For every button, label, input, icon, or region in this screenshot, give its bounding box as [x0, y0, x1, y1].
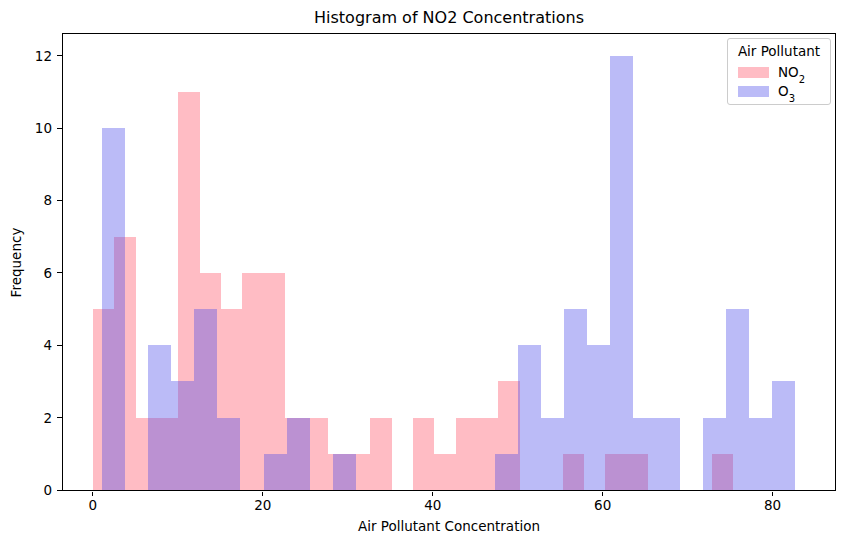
histogram-bar-o3	[217, 418, 240, 490]
chart-title: Histogram of NO2 Concentrations	[62, 7, 836, 29]
histogram-bar-o3	[541, 418, 564, 490]
y-tick-mark	[57, 128, 62, 129]
histogram-bar-no2	[434, 454, 455, 490]
x-tick-label: 60	[581, 497, 625, 513]
histogram-bar-no2	[370, 418, 391, 490]
histogram-bar-no2	[456, 418, 477, 490]
legend-entry-o3: O3	[738, 85, 830, 97]
histogram-bar-o3	[564, 309, 587, 490]
y-tick-label: 4	[18, 336, 52, 354]
x-tick-mark	[432, 492, 433, 496]
y-tick-label: 12	[18, 47, 52, 65]
histogram-bar-o3	[102, 128, 125, 490]
legend-title: Air Pollutant	[728, 43, 830, 59]
legend-label-no2: NO2	[778, 66, 805, 78]
y-tick-mark	[57, 417, 62, 418]
histogram-figure: Histogram of NO2 Concentrations Frequenc…	[0, 0, 841, 547]
histogram-bar-o3	[264, 454, 287, 490]
histogram-bar-o3	[518, 345, 541, 490]
y-tick-label: 8	[18, 191, 52, 209]
x-tick-label: 80	[751, 497, 795, 513]
histogram-bar-o3	[148, 345, 171, 490]
histogram-bar-o3	[287, 418, 310, 490]
y-tick-mark	[57, 200, 62, 201]
x-tick-label: 40	[411, 497, 455, 513]
x-tick-mark	[262, 492, 263, 496]
plot-area	[62, 33, 836, 491]
histogram-bar-o3	[633, 418, 656, 490]
histogram-bar-o3	[703, 418, 726, 490]
legend-entry-no2: NO2	[738, 66, 830, 78]
histogram-bar-o3	[772, 381, 795, 490]
x-tick-mark	[602, 492, 603, 496]
histogram-bar-o3	[171, 381, 194, 490]
histogram-bar-o3	[749, 418, 772, 490]
histogram-bar-o3	[610, 56, 633, 490]
histogram-bar-o3	[726, 309, 749, 490]
legend-swatch-o3	[738, 86, 769, 97]
y-tick-mark	[57, 272, 62, 273]
histogram-bar-o3	[194, 309, 217, 490]
x-tick-mark	[92, 492, 93, 496]
y-tick-label: 0	[18, 481, 52, 499]
legend: Air Pollutant NO2 O3	[727, 38, 831, 105]
x-tick-mark	[772, 492, 773, 496]
legend-label-o3: O3	[778, 85, 795, 97]
histogram-bar-o3	[587, 345, 610, 490]
histogram-bar-o3	[495, 454, 518, 490]
y-tick-mark	[57, 55, 62, 56]
legend-swatch-no2	[738, 67, 769, 78]
histogram-bar-o3	[656, 418, 679, 490]
y-tick-label: 10	[18, 119, 52, 137]
histogram-bar-o3	[333, 454, 356, 490]
histogram-bar-no2	[413, 418, 434, 490]
y-tick-mark	[57, 490, 62, 491]
y-tick-mark	[57, 345, 62, 346]
x-tick-label: 0	[71, 497, 115, 513]
histogram-bar-no2	[242, 273, 263, 490]
y-tick-label: 6	[18, 264, 52, 282]
y-tick-label: 2	[18, 409, 52, 427]
x-tick-label: 20	[241, 497, 285, 513]
x-axis-label: Air Pollutant Concentration	[62, 518, 836, 536]
